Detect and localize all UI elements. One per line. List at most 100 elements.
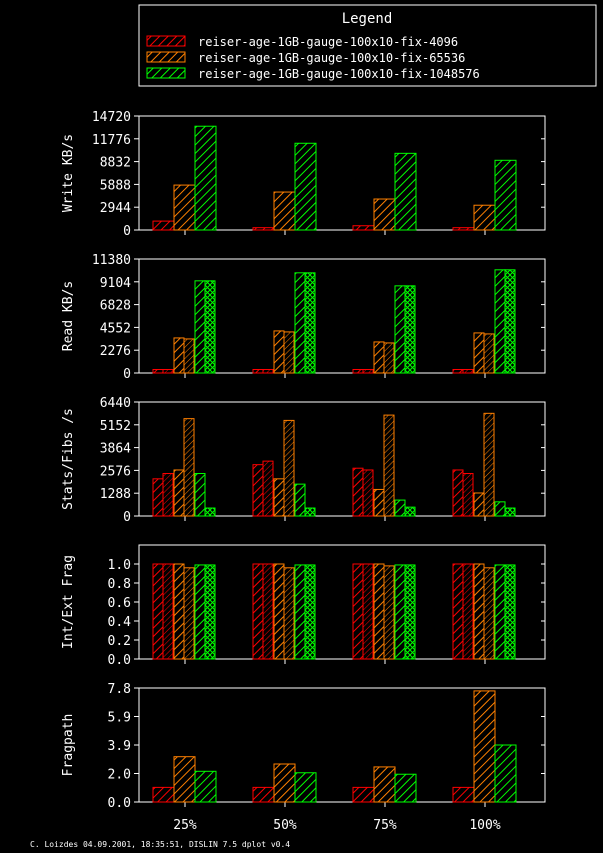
- bar: [294, 483, 306, 517]
- y-tick-label: 0.0: [108, 796, 131, 811]
- bar: [262, 563, 274, 660]
- y-axis-label: Fragpath: [61, 714, 76, 777]
- y-tick-label: 0: [123, 367, 131, 382]
- bar: [452, 368, 464, 374]
- x-tick-label: 75%: [373, 818, 397, 833]
- bar: [352, 368, 364, 374]
- legend-swatch-1: [146, 35, 186, 47]
- bar: [283, 419, 295, 517]
- legend-label-3: reiser-age-1GB-gauge-100x10-fix-1048576: [198, 67, 480, 81]
- y-tick-label: 2576: [100, 464, 131, 479]
- legend-entry-3: reiser-age-1GB-gauge-100x10-fix-1048576: [146, 67, 480, 81]
- x-tick-label: 25%: [173, 818, 197, 833]
- legend-entry-2: reiser-age-1GB-gauge-100x10-fix-65536: [146, 51, 465, 65]
- bar: [194, 770, 217, 803]
- legend-swatch-2: [146, 51, 186, 63]
- legend: Legend reiser-age-1GB-gauge-100x10-fix-4…: [138, 4, 597, 87]
- bar: [504, 507, 516, 517]
- legend-label-1: reiser-age-1GB-gauge-100x10-fix-4096: [198, 35, 458, 49]
- y-tick-label: 6440: [100, 396, 131, 411]
- y-tick-label: 6828: [100, 299, 131, 314]
- bar: [252, 563, 264, 660]
- bar: [373, 563, 385, 660]
- bar: [452, 563, 464, 660]
- bar: [473, 690, 496, 803]
- y-axis-label: Int/Ext Frag: [61, 555, 76, 649]
- bar: [483, 567, 495, 660]
- y-axis-label: Write KB/s: [61, 134, 76, 212]
- y-tick-label: 0: [123, 224, 131, 239]
- bar: [183, 567, 195, 660]
- bar: [152, 478, 164, 517]
- bar: [394, 152, 417, 231]
- bar: [452, 786, 475, 803]
- legend-swatch-3: [146, 67, 186, 79]
- bar: [204, 280, 216, 374]
- legend-title: Legend: [342, 11, 393, 27]
- bar: [352, 563, 364, 660]
- bar: [373, 488, 385, 517]
- legend-entry-1: reiser-age-1GB-gauge-100x10-fix-4096: [146, 35, 458, 49]
- bar: [252, 227, 275, 231]
- panel-5: 0.0 2.0 3.9 5.9 7.8 Fragpath: [61, 682, 546, 811]
- bar: [383, 565, 395, 660]
- bar: [183, 418, 195, 517]
- x-axis-labels: 25% 50% 75% 100%: [173, 818, 501, 833]
- x-tick-label: 100%: [469, 818, 500, 833]
- y-tick-label: 1288: [100, 487, 131, 502]
- y-tick-label: 5.9: [108, 711, 131, 726]
- bar: [204, 507, 216, 517]
- bar: [404, 285, 416, 374]
- bar: [394, 285, 406, 374]
- y-axis-label: Stats/Fibs /s: [61, 408, 76, 510]
- y-tick-label: 11776: [92, 133, 131, 148]
- bar: [494, 269, 506, 374]
- y-tick-label: 11380: [92, 253, 131, 268]
- y-tick-label: 8832: [100, 156, 131, 171]
- panel-frame: [138, 258, 546, 374]
- bar: [404, 506, 416, 517]
- bar: [273, 330, 285, 374]
- panel-3: 0 1288 2576 3864 5152 6440 Stats/Fibs /s: [61, 396, 546, 525]
- y-tick-label: 5888: [100, 178, 131, 193]
- bar: [504, 564, 516, 660]
- y-tick-label: 9104: [100, 276, 131, 291]
- legend-label-2: reiser-age-1GB-gauge-100x10-fix-65536: [198, 51, 465, 65]
- bar: [483, 333, 495, 374]
- bar: [462, 368, 474, 374]
- bar: [504, 269, 516, 374]
- y-tick-label: 3.9: [108, 739, 131, 754]
- x-tick-label: 50%: [273, 818, 297, 833]
- bar: [252, 464, 264, 517]
- bar: [173, 756, 196, 803]
- panel-4: 0.0 0.2 0.4 0.6 0.8 1.0 Int/Ext Frag: [61, 544, 546, 668]
- bar: [194, 564, 206, 660]
- y-tick-label: 3864: [100, 442, 131, 457]
- bar: [252, 368, 264, 374]
- bar: [273, 191, 296, 231]
- bar: [394, 564, 406, 660]
- bar: [304, 564, 316, 660]
- y-tick-label: 2276: [100, 344, 131, 359]
- bar: [473, 492, 485, 517]
- bar: [452, 469, 464, 517]
- panel-1: 0 2944 5888 8832 11776 14720 Write KB/s: [61, 110, 546, 239]
- bar: [473, 204, 496, 231]
- bar: [304, 507, 316, 517]
- bar: [162, 368, 174, 374]
- bar: [362, 368, 374, 374]
- bar: [473, 563, 485, 660]
- bar: [373, 766, 396, 803]
- bar: [152, 368, 164, 374]
- bar: [383, 414, 395, 517]
- bar: [373, 198, 396, 231]
- y-tick-label: 0.8: [108, 577, 131, 592]
- bar: [352, 225, 375, 231]
- bar: [394, 773, 417, 803]
- bar: [152, 563, 164, 660]
- bar: [262, 368, 274, 374]
- y-tick-label: 2944: [100, 201, 131, 216]
- bar: [362, 563, 374, 660]
- bar: [194, 473, 206, 517]
